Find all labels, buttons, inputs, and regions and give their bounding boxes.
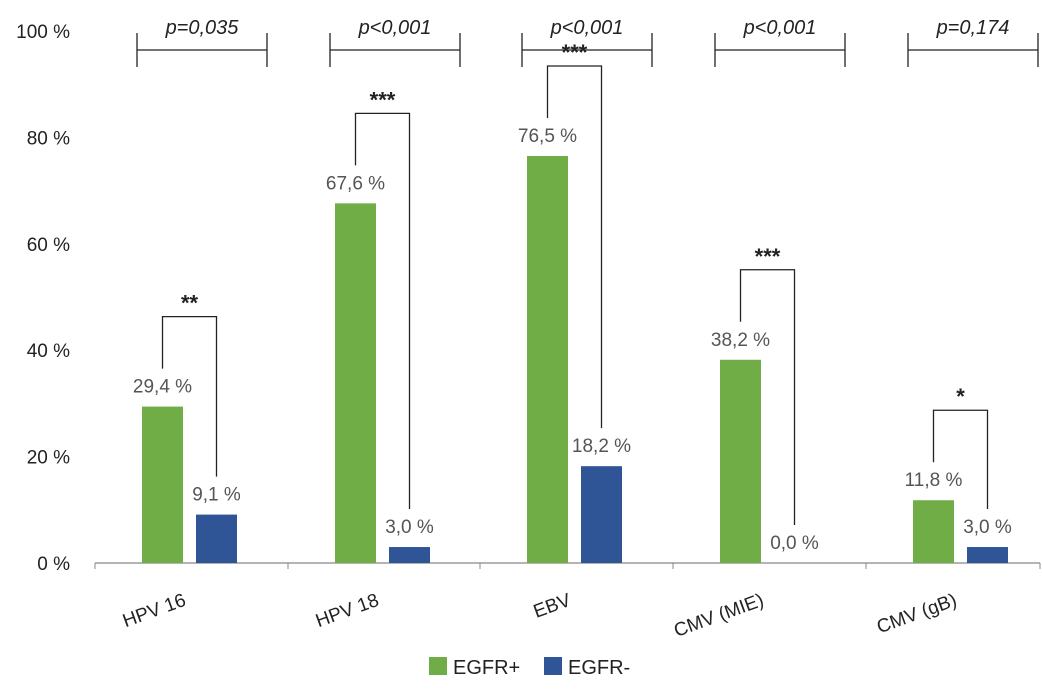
x-category-label: HPV 18 [313,590,382,632]
data-label: 76,5 % [518,126,577,147]
data-label: 3,0 % [963,517,1012,538]
data-label: 3,0 % [385,517,434,538]
significance-stars: *** [370,87,396,112]
legend-label: EGFR+ [453,657,520,679]
p-value-label: p<0,001 [358,17,432,39]
bar-egfr-pos [142,406,183,563]
bar-egfr-neg [581,466,622,563]
y-tick-label: 80 % [27,128,70,149]
p-value-label: p=0,035 [165,17,240,39]
data-label: 38,2 % [711,330,770,351]
p-value-label: p<0,001 [550,17,624,39]
significance-bracket [739,269,796,525]
y-tick-label: 20 % [27,448,70,469]
significance-stars: ** [181,291,199,316]
x-category-label: EBV [531,590,574,623]
significance-stars: * [956,384,965,409]
bar-egfr-pos [913,500,954,563]
data-label: 18,2 % [572,436,631,457]
p-value-label: p=0,174 [936,17,1010,39]
y-tick-label: 100 % [16,22,70,43]
bar-egfr-pos [720,359,761,563]
significance-bracket [161,315,218,477]
data-label: 0,0 % [770,533,819,554]
x-category-label: CMV (MIE) [671,590,766,642]
bar-egfr-neg [389,547,430,563]
y-tick-label: 60 % [27,235,70,256]
bar-egfr-pos [335,203,376,564]
data-label: 29,4 % [133,377,192,398]
legend-label: EGFR- [568,657,630,679]
data-label: 11,8 % [905,470,963,491]
bar-egfr-pos [527,156,568,563]
significance-stars: *** [755,244,781,269]
data-label: 9,1 % [192,485,241,506]
significance-bracket [354,112,411,510]
bar-egfr-neg [967,547,1008,563]
bar-egfr-neg [196,514,237,563]
legend-swatch [429,657,447,675]
data-label: 67,6 % [326,173,385,194]
y-tick-label: 0 % [37,554,70,575]
y-tick-label: 40 % [27,341,70,362]
x-category-label: CMV (gB) [874,590,960,638]
legend-swatch [544,657,562,675]
significance-bracket [932,409,989,510]
significance-stars: *** [562,40,588,65]
significance-bracket [546,65,603,429]
x-category-label: HPV 16 [120,590,189,632]
p-value-label: p<0,001 [743,17,817,39]
